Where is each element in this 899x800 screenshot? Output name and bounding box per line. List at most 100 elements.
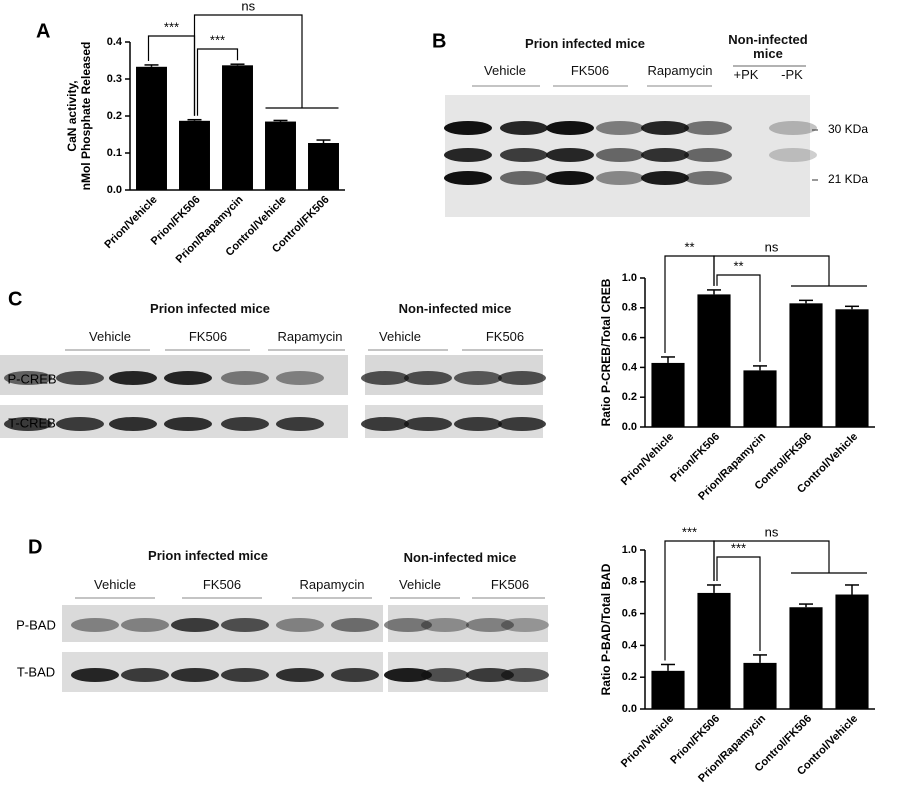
significance-label: *** [210, 32, 225, 47]
blot-band [498, 417, 546, 431]
lane-label: Vehicle [379, 329, 421, 344]
group-label: Non-infected mice [728, 32, 808, 61]
significance-bracket [713, 255, 830, 286]
significance-label: ns [765, 524, 779, 539]
y-axis-label: Ratio P-CREB/Total CREB [599, 278, 613, 426]
blot-band [501, 618, 549, 632]
panel-letter: C [8, 288, 22, 310]
bar [651, 362, 685, 427]
y-axis-label: Ratio P-BAD/Total BAD [599, 563, 613, 695]
lane-label: FK506 [202, 577, 242, 592]
blot-band [466, 618, 514, 632]
group-label: Prion infected mice [150, 301, 270, 316]
lane-label: Vehicle [89, 329, 131, 344]
blot-band [421, 618, 469, 632]
blot-band [769, 148, 817, 162]
panel-letter: A [36, 20, 50, 42]
row-label: P-BAD [16, 617, 56, 632]
blot-band [684, 148, 732, 162]
row-label: P-CREB [7, 371, 56, 386]
significance-bracket [713, 540, 830, 581]
lane-label: FK506 [490, 577, 530, 592]
row-label: T-BAD [17, 664, 55, 679]
lane-label: FK506 [188, 329, 228, 344]
blot-band [500, 148, 548, 162]
blot-band [596, 148, 644, 162]
blot-band [71, 618, 119, 632]
significance-label: *** [682, 524, 697, 539]
lane-label: Vehicle [399, 577, 441, 592]
lane-label: Rapamycin [647, 63, 713, 78]
lane-label: Rapamycin [277, 329, 343, 344]
blot-band [109, 371, 157, 385]
y-tick-label: 0.4 [107, 36, 123, 48]
significance-bracket [716, 274, 761, 362]
y-tick-label: 0.0 [622, 421, 637, 433]
group-label: Non-infected mice [398, 301, 512, 316]
lane-label: FK506 [485, 329, 525, 344]
lane-label: +PK [733, 67, 759, 82]
blot-band [546, 171, 594, 185]
significance-bracket [196, 48, 239, 116]
blot-band [361, 371, 409, 385]
y-tick-label: 1.0 [622, 272, 637, 284]
group-label: Prion infected mice [525, 36, 645, 51]
y-axis-label: nMol Phosphate Released [79, 42, 93, 191]
bar [743, 662, 777, 709]
blot-band [769, 121, 817, 135]
bar [697, 592, 731, 709]
bar [835, 594, 869, 709]
blot-band [276, 618, 324, 632]
x-tick-label: Prion/Vehicle [619, 431, 676, 488]
y-tick-label: 0.8 [622, 576, 637, 588]
x-tick-label: Prion/Vehicle [619, 713, 676, 770]
blot-band [121, 668, 169, 682]
marker-label: 21 KDa [828, 172, 868, 186]
blot-band [454, 417, 502, 431]
blot-band [641, 171, 689, 185]
blot-band [384, 668, 432, 682]
blot-band [684, 121, 732, 135]
y-tick-label: 0.0 [622, 703, 637, 715]
significance-bracket [193, 14, 303, 116]
blot-band [4, 417, 52, 431]
blot-band [4, 371, 52, 385]
blot-band [444, 148, 492, 162]
y-tick-label: 0.6 [622, 332, 637, 344]
blot-band [500, 171, 548, 185]
lane-label: Rapamycin [299, 577, 365, 592]
bar [743, 370, 777, 427]
y-tick-label: 0.2 [622, 391, 637, 403]
blot-band [331, 668, 379, 682]
y-tick-label: 0.4 [622, 639, 638, 651]
bar [789, 607, 823, 709]
blot-band [404, 417, 452, 431]
blot-band [164, 371, 212, 385]
blot-band [384, 618, 432, 632]
significance-bracket [716, 556, 761, 651]
y-tick-label: 0.1 [107, 147, 122, 159]
blot-band [596, 121, 644, 135]
blot-band [361, 417, 409, 431]
blot-band [454, 371, 502, 385]
lane-label: Vehicle [484, 63, 526, 78]
blot-band [221, 417, 269, 431]
significance-label: ** [684, 239, 694, 254]
blot-band [331, 618, 379, 632]
blot-band [546, 148, 594, 162]
blot-band [641, 121, 689, 135]
lane-label: FK506 [570, 63, 610, 78]
blot-band [121, 618, 169, 632]
blot-band [164, 417, 212, 431]
significance-label: ns [765, 239, 779, 254]
blot-band [444, 171, 492, 185]
blot-band [421, 668, 469, 682]
blot-band [498, 371, 546, 385]
significance-label: *** [164, 19, 179, 34]
bar [222, 65, 253, 190]
lane-label: -PK [781, 67, 803, 82]
blot-band [109, 417, 157, 431]
y-tick-label: 0.4 [622, 361, 638, 373]
significance-label: ** [733, 258, 743, 273]
